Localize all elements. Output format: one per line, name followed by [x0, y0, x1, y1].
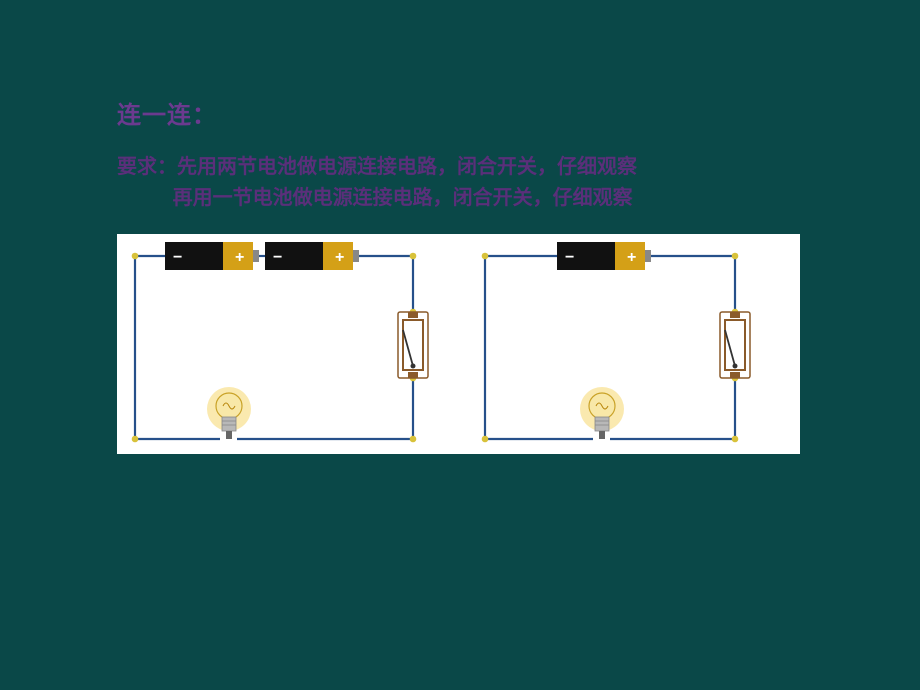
desc-line2: 再用一节电池做电源连接电路，闭合开关，仔细观察 — [173, 187, 633, 209]
battery-icon: − + — [165, 242, 259, 270]
svg-text:−: − — [273, 249, 282, 266]
svg-text:−: − — [173, 249, 182, 266]
node — [482, 436, 489, 443]
node — [132, 436, 139, 443]
svg-text:−: − — [565, 249, 574, 266]
bulb-icon — [580, 387, 624, 439]
circuit-two-battery: − + − + — [117, 234, 447, 454]
svg-text:+: + — [335, 249, 344, 266]
slide-description: 要求：先用两节电池做电源连接电路，闭合开关，仔细观察 再用一节电池做电源连接电路… — [117, 152, 817, 214]
svg-text:+: + — [235, 249, 244, 266]
desc-prefix: 要求： — [117, 156, 177, 178]
node — [732, 436, 739, 443]
bulb-icon — [207, 387, 251, 439]
battery-icon: − + — [557, 242, 651, 270]
node — [410, 436, 417, 443]
slide-title: 连一连： — [117, 95, 817, 130]
node — [410, 253, 417, 260]
node — [132, 253, 139, 260]
svg-text:+: + — [627, 249, 636, 266]
desc-line1: 先用两节电池做电源连接电路，闭合开关，仔细观察 — [177, 156, 637, 178]
node — [482, 253, 489, 260]
node — [732, 253, 739, 260]
switch-icon — [398, 312, 428, 378]
switch-icon — [720, 312, 750, 378]
circuit-one-battery: − + — [467, 234, 767, 454]
diagram-area: − + − + — [117, 234, 800, 454]
battery-icon: − + — [265, 242, 359, 270]
